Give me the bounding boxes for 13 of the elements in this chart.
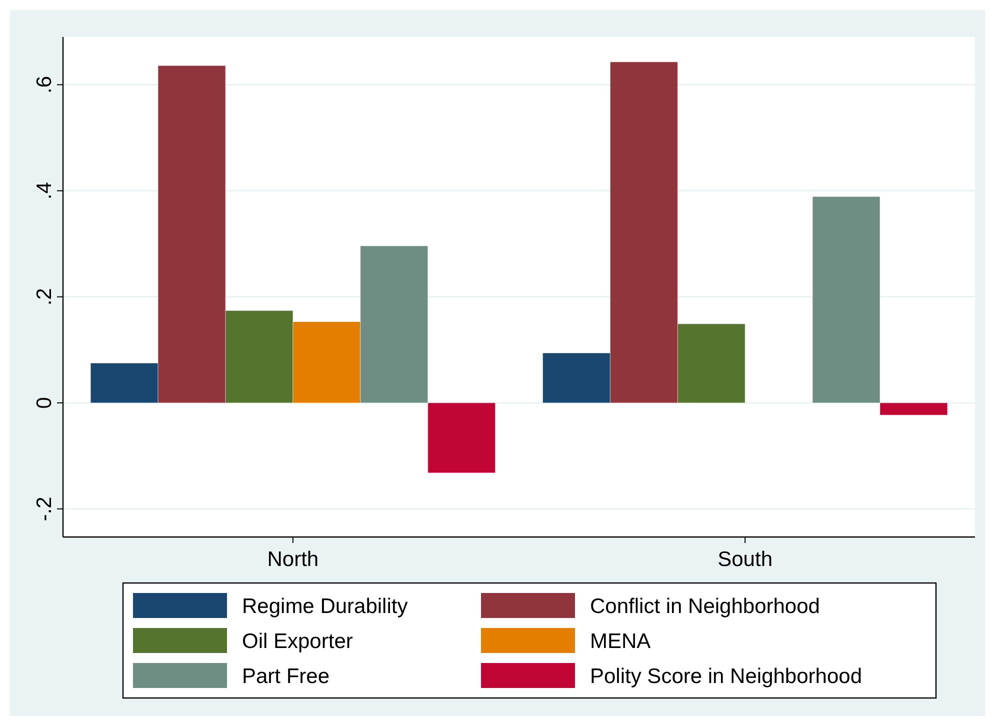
- x-tick-label: South: [718, 548, 773, 571]
- legend-label: Polity Score in Neighborhood: [590, 665, 862, 688]
- y-tick-label: -.2: [33, 496, 56, 522]
- legend-label: MENA: [590, 630, 651, 653]
- legend-label: Conflict in Neighborhood: [590, 595, 820, 618]
- y-tick-label: .2: [33, 288, 56, 306]
- legend-label: Regime Durability: [242, 595, 408, 618]
- legend-label: Part Free: [242, 665, 330, 688]
- x-tick-label: North: [267, 548, 319, 571]
- y-tick-label: .6: [33, 76, 56, 94]
- y-tick-label: 0: [33, 397, 56, 409]
- legend-label: Oil Exporter: [242, 630, 353, 653]
- y-tick-label: .4: [33, 182, 56, 200]
